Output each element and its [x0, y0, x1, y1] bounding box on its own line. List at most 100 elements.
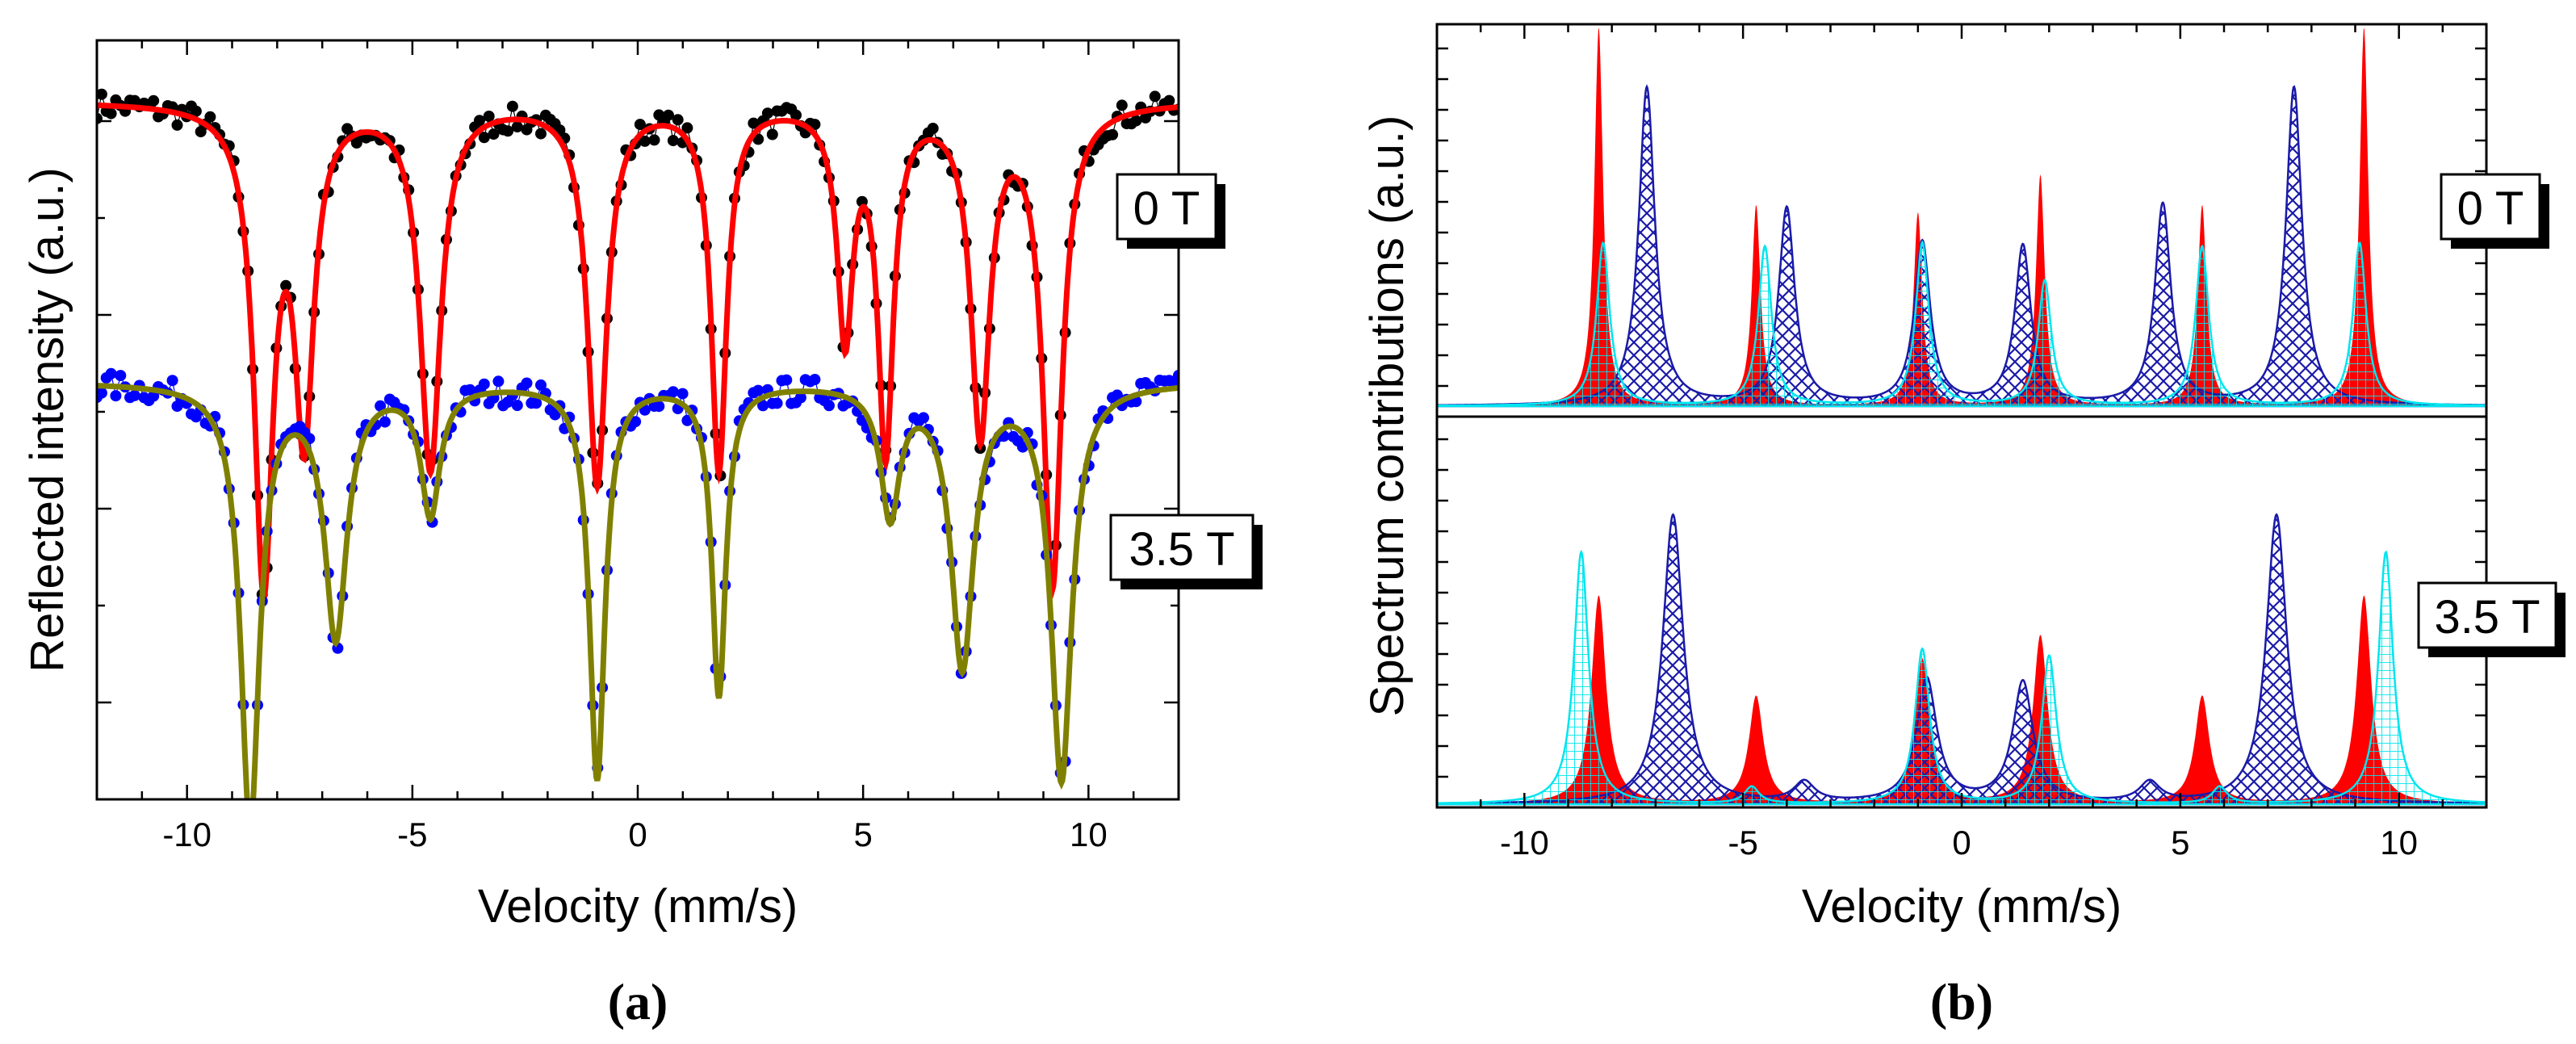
data-point: [190, 105, 202, 117]
panel-b: -10 -5 0 5 10 Spectrum contributions (a.u.) …: [1361, 23, 2566, 1030]
data-point: [676, 388, 689, 400]
data-point: [639, 135, 651, 147]
data-point: [757, 400, 769, 412]
data-point: [823, 400, 835, 412]
data-point: [97, 88, 107, 100]
x-tick-label: -5: [1728, 824, 1757, 862]
label-box-0T-b: 0 T: [2440, 173, 2549, 249]
data-point: [511, 121, 523, 133]
data-point: [171, 119, 183, 131]
x-tick-label: -10: [162, 815, 212, 853]
data-point: [630, 416, 642, 428]
data-point: [280, 279, 292, 291]
panel-b-ticks: -10 -5 0 5 10: [1435, 24, 2488, 862]
data-point: [247, 800, 258, 811]
data-point: [752, 384, 764, 396]
data-point: [474, 115, 485, 127]
data-point: [483, 111, 495, 122]
data-point: [242, 805, 253, 816]
data-point: [634, 119, 646, 131]
data-point: [681, 122, 693, 134]
x-tick-label: 0: [1952, 824, 1971, 862]
data-point: [110, 390, 122, 402]
data-point: [105, 367, 117, 379]
x-tick-label: -5: [397, 815, 427, 853]
fit-curve-1: [97, 383, 1179, 799]
data-point: [1116, 99, 1128, 111]
data-point: [521, 377, 533, 389]
data-point: [1163, 94, 1175, 107]
data-point: [464, 384, 476, 396]
label-box-0T-a: 0 T: [1116, 173, 1225, 249]
data-point: [1107, 128, 1119, 140]
panel-b-xlabel: Velocity (mm/s): [1802, 880, 2122, 933]
data-point: [809, 374, 821, 385]
data-point: [1130, 115, 1142, 127]
data-point: [663, 109, 674, 121]
data-point: [781, 374, 793, 386]
data-point: [511, 400, 523, 412]
panel-a-caption: (a): [608, 973, 668, 1030]
data-point: [492, 375, 505, 388]
field-label-35T-b: 3.5 T: [2434, 591, 2540, 644]
data-point: [148, 94, 160, 107]
field-label-35T-a: 3.5 T: [1129, 523, 1234, 576]
x-tick-label: -10: [1500, 824, 1549, 862]
data-point: [748, 117, 760, 129]
data-point: [535, 379, 547, 391]
data-point: [1111, 389, 1123, 401]
panel-b-0T-plot-layer: [1437, 27, 2486, 408]
data-point: [771, 397, 783, 409]
label-box-35T-a: 3.5 T: [1109, 514, 1263, 589]
panel-a-ylabel: Reflected intensity (a.u.): [21, 167, 73, 672]
data-point: [105, 107, 117, 119]
data-point: [672, 114, 684, 126]
data-point: [790, 109, 802, 121]
data-point: [115, 370, 127, 382]
data-point: [502, 125, 514, 137]
x-tick-label: 5: [2171, 824, 2189, 862]
data-point: [927, 123, 939, 134]
data-point: [204, 111, 216, 123]
x-tick-label: 0: [628, 815, 647, 853]
field-label-0T-b: 0 T: [2457, 182, 2524, 235]
data-point: [1149, 90, 1161, 103]
data-point: [97, 387, 107, 399]
data-point: [653, 400, 665, 413]
data-point: [667, 135, 679, 147]
data-point: [761, 107, 773, 119]
data-point: [478, 132, 490, 144]
data-point: [809, 119, 821, 131]
panel-b-ylabel: Spectrum contributions (a.u.): [1361, 115, 1414, 717]
field-label-0T-a: 0 T: [1133, 182, 1200, 235]
data-point: [506, 100, 518, 112]
panel-b-35T-plot-layer: [1437, 513, 2486, 806]
panel-a: -10 -5 0 5 10 Reflected intensity (a.u.) Vel…: [21, 39, 1263, 1030]
label-box-35T-b: 3.5 T: [2417, 581, 2566, 657]
x-tick-label: 10: [2380, 824, 2418, 862]
panel-a-plot-layer: [97, 88, 1179, 816]
panel-a-xlabel: Velocity (mm/s): [478, 880, 798, 933]
data-point: [478, 378, 490, 390]
component-cyan-component: [1437, 240, 2486, 408]
data-point: [918, 412, 929, 424]
panel-b-caption: (b): [1930, 973, 1993, 1030]
data-point: [530, 397, 542, 409]
data-point: [766, 128, 778, 140]
data-point: [535, 128, 547, 140]
x-tick-label: 5: [853, 815, 872, 853]
data-point: [648, 134, 660, 146]
data-point: [667, 386, 679, 398]
data-point: [379, 416, 391, 428]
data-point: [128, 389, 140, 401]
data-point: [794, 392, 806, 404]
panel-a-ticks: -10 -5 0 5 10: [95, 40, 1180, 853]
data-point: [549, 409, 561, 421]
data-point: [375, 400, 387, 412]
data-point: [488, 128, 500, 140]
x-tick-label: 10: [1070, 815, 1108, 853]
data-point: [166, 375, 178, 387]
fit-curve-0: [97, 102, 1179, 607]
data-point: [1173, 370, 1179, 381]
